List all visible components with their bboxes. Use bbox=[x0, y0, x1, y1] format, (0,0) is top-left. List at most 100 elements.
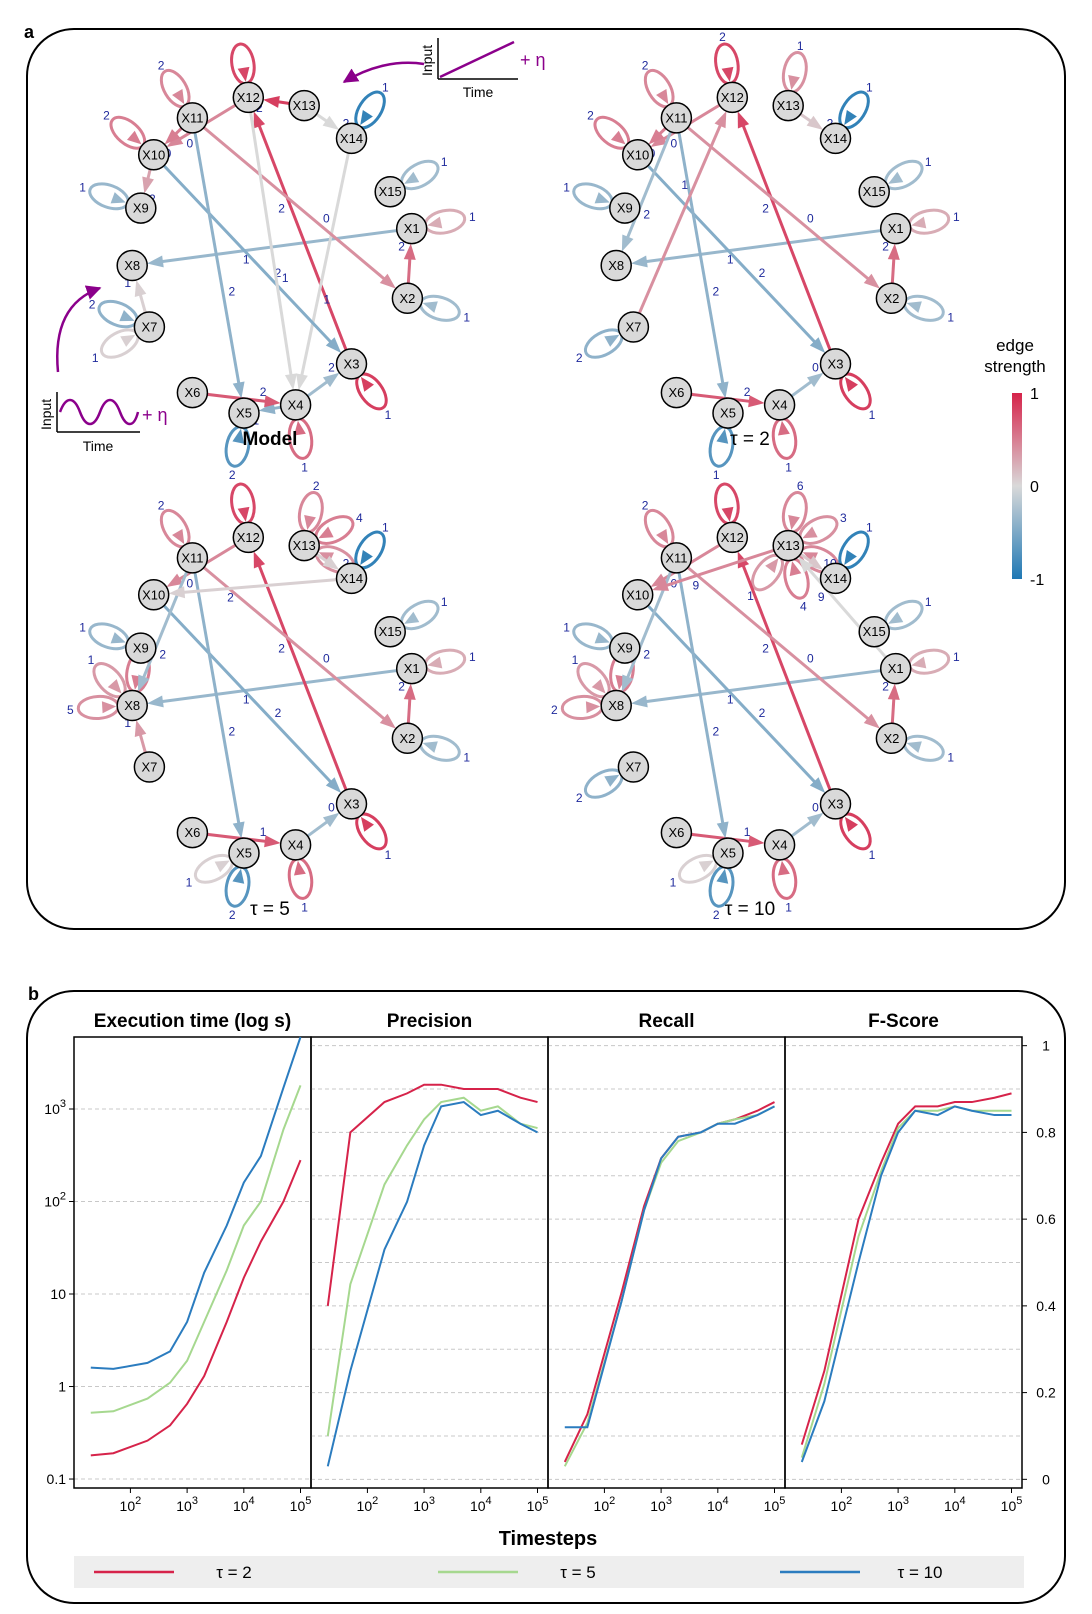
edge-label: 2 bbox=[643, 648, 650, 662]
legend-box bbox=[74, 1556, 1024, 1588]
chart-title: Recall bbox=[639, 1011, 695, 1032]
node-label: X8 bbox=[124, 258, 140, 273]
x-tick-label: 103 bbox=[413, 1495, 435, 1514]
node-x14: X14 bbox=[335, 562, 368, 595]
node-label: X12 bbox=[721, 90, 744, 105]
panel-b-label: b bbox=[28, 984, 39, 1004]
chart-2: Precision 102 103 104 105 bbox=[310, 1011, 549, 1514]
edge-x11-x2: 0 bbox=[685, 565, 880, 729]
edge-label: 1 bbox=[785, 900, 792, 914]
edge-x1-x1: 1 bbox=[423, 648, 476, 675]
node-x9: X9 bbox=[125, 632, 157, 664]
edge-label: 1 bbox=[563, 621, 570, 635]
node-label: X14 bbox=[340, 571, 363, 586]
inset-linear-input: Input Time + η bbox=[342, 38, 546, 100]
y-tick-label: 102 bbox=[44, 1190, 66, 1209]
edge-x12-x12: 2 bbox=[714, 30, 740, 86]
legend-item-2: τ = 5 bbox=[438, 1563, 596, 1582]
edge-label: 6 bbox=[797, 479, 804, 493]
edge-x1-x8: 1 bbox=[631, 228, 884, 268]
edge-label: 2 bbox=[229, 285, 236, 299]
edge-label: 0 bbox=[807, 212, 814, 226]
node-x7: X7 bbox=[617, 751, 650, 783]
edge-label: 2 bbox=[713, 908, 720, 922]
node-x13: X13 bbox=[772, 89, 804, 122]
edge-label: 5 bbox=[67, 703, 74, 717]
edge-x10-x3: 2 bbox=[161, 603, 342, 794]
node-x9: X9 bbox=[609, 632, 641, 664]
series-line-3 bbox=[800, 1105, 1012, 1463]
edge-label: 2 bbox=[759, 706, 766, 720]
edge-label: 2 bbox=[227, 590, 234, 604]
node-x15: X15 bbox=[858, 175, 890, 208]
edge-label: 1 bbox=[866, 80, 873, 94]
node-x13: X13 bbox=[288, 529, 320, 562]
edge-label: 1 bbox=[124, 276, 131, 290]
x-tick-label: 103 bbox=[650, 1495, 672, 1514]
colorbar-max: 1 bbox=[1030, 386, 1039, 403]
edge-label: 2 bbox=[398, 239, 405, 253]
x-tick-label: 104 bbox=[707, 1495, 729, 1514]
metric-charts: Execution time (log s)102 103 104 1050.1110… bbox=[44, 1011, 1056, 1514]
edge-label: 1 bbox=[670, 876, 677, 890]
edge-label: 1 bbox=[744, 825, 751, 839]
edge-label: 2 bbox=[103, 109, 110, 123]
y-tick-label: 0.4 bbox=[1036, 1298, 1056, 1314]
node-x11: X11 bbox=[176, 542, 209, 574]
node-x8: X8 bbox=[116, 689, 148, 722]
node-label: X15 bbox=[863, 624, 886, 639]
edge-label: 0 bbox=[328, 800, 335, 814]
node-label: X2 bbox=[883, 291, 899, 306]
legend-item-3: τ = 10 bbox=[780, 1563, 943, 1582]
node-x3: X3 bbox=[819, 348, 852, 380]
edge-label: 1 bbox=[385, 408, 392, 422]
node-label: X4 bbox=[772, 837, 788, 852]
node-x11: X11 bbox=[660, 542, 693, 574]
y-tick-label: 0.2 bbox=[1036, 1385, 1056, 1401]
edge-x9-x9: 1 bbox=[79, 621, 130, 651]
inset-linear-noise: + η bbox=[520, 50, 546, 70]
edge-label: 1 bbox=[441, 595, 448, 609]
edge-x2-x1: 2 bbox=[882, 239, 900, 286]
x-tick-label: 102 bbox=[831, 1495, 853, 1514]
edge-label: 1 bbox=[186, 876, 193, 890]
legend: τ = 2 τ = 5 τ = 10 bbox=[94, 1563, 943, 1582]
edge-x12-x12 bbox=[230, 42, 256, 86]
colorbar-gradient bbox=[1012, 393, 1022, 579]
node-label: X9 bbox=[617, 201, 633, 216]
node-x12: X12 bbox=[716, 81, 749, 114]
node-label: X13 bbox=[777, 538, 800, 553]
node-label: X9 bbox=[617, 641, 633, 656]
edge-label: 1 bbox=[243, 253, 250, 267]
edge-label: 2 bbox=[576, 351, 583, 365]
edge-label: 2 bbox=[642, 58, 649, 72]
edge-label: 1 bbox=[953, 210, 960, 224]
x-tick-label: 105 bbox=[764, 1495, 786, 1514]
node-x10: X10 bbox=[621, 579, 654, 611]
edge-x10-x3: 2 bbox=[645, 603, 826, 794]
edge-label: 1 bbox=[947, 311, 954, 325]
node-x4: X4 bbox=[763, 389, 796, 421]
node-label: X9 bbox=[133, 201, 149, 216]
edge-x4-x3: 2 bbox=[305, 360, 340, 399]
node-label: X3 bbox=[344, 356, 360, 371]
edge-label: 2 bbox=[643, 208, 650, 222]
edge-x14-x10: 2 bbox=[168, 577, 339, 604]
edge-label: 2 bbox=[713, 285, 720, 299]
edge-x3-x12: 2 bbox=[737, 551, 833, 793]
series-line-3 bbox=[90, 1036, 302, 1370]
edge-x11-x2: 0 bbox=[201, 125, 396, 289]
x-tick-label: 102 bbox=[594, 1495, 616, 1514]
edge-label: 2 bbox=[882, 239, 889, 253]
node-x6: X6 bbox=[660, 816, 693, 849]
node-x14: X14 bbox=[819, 122, 852, 155]
legend-label: τ = 2 bbox=[216, 1563, 252, 1582]
edge-label: 1 bbox=[441, 155, 448, 169]
inset-sine-ylabel: Input bbox=[38, 399, 54, 430]
network-diagrams: 2 2 1 1 1 1 1 2 1 2 1 1 2 1 2 2 1 2 1 1 2 2 2 2 0 1 0 2 0 X1 X2 X3 X4 X5 X… bbox=[67, 30, 960, 922]
panel-a-label: a bbox=[24, 22, 35, 42]
node-x10: X10 bbox=[621, 139, 654, 171]
node-label: X1 bbox=[888, 221, 904, 236]
node-label: X1 bbox=[404, 221, 420, 236]
